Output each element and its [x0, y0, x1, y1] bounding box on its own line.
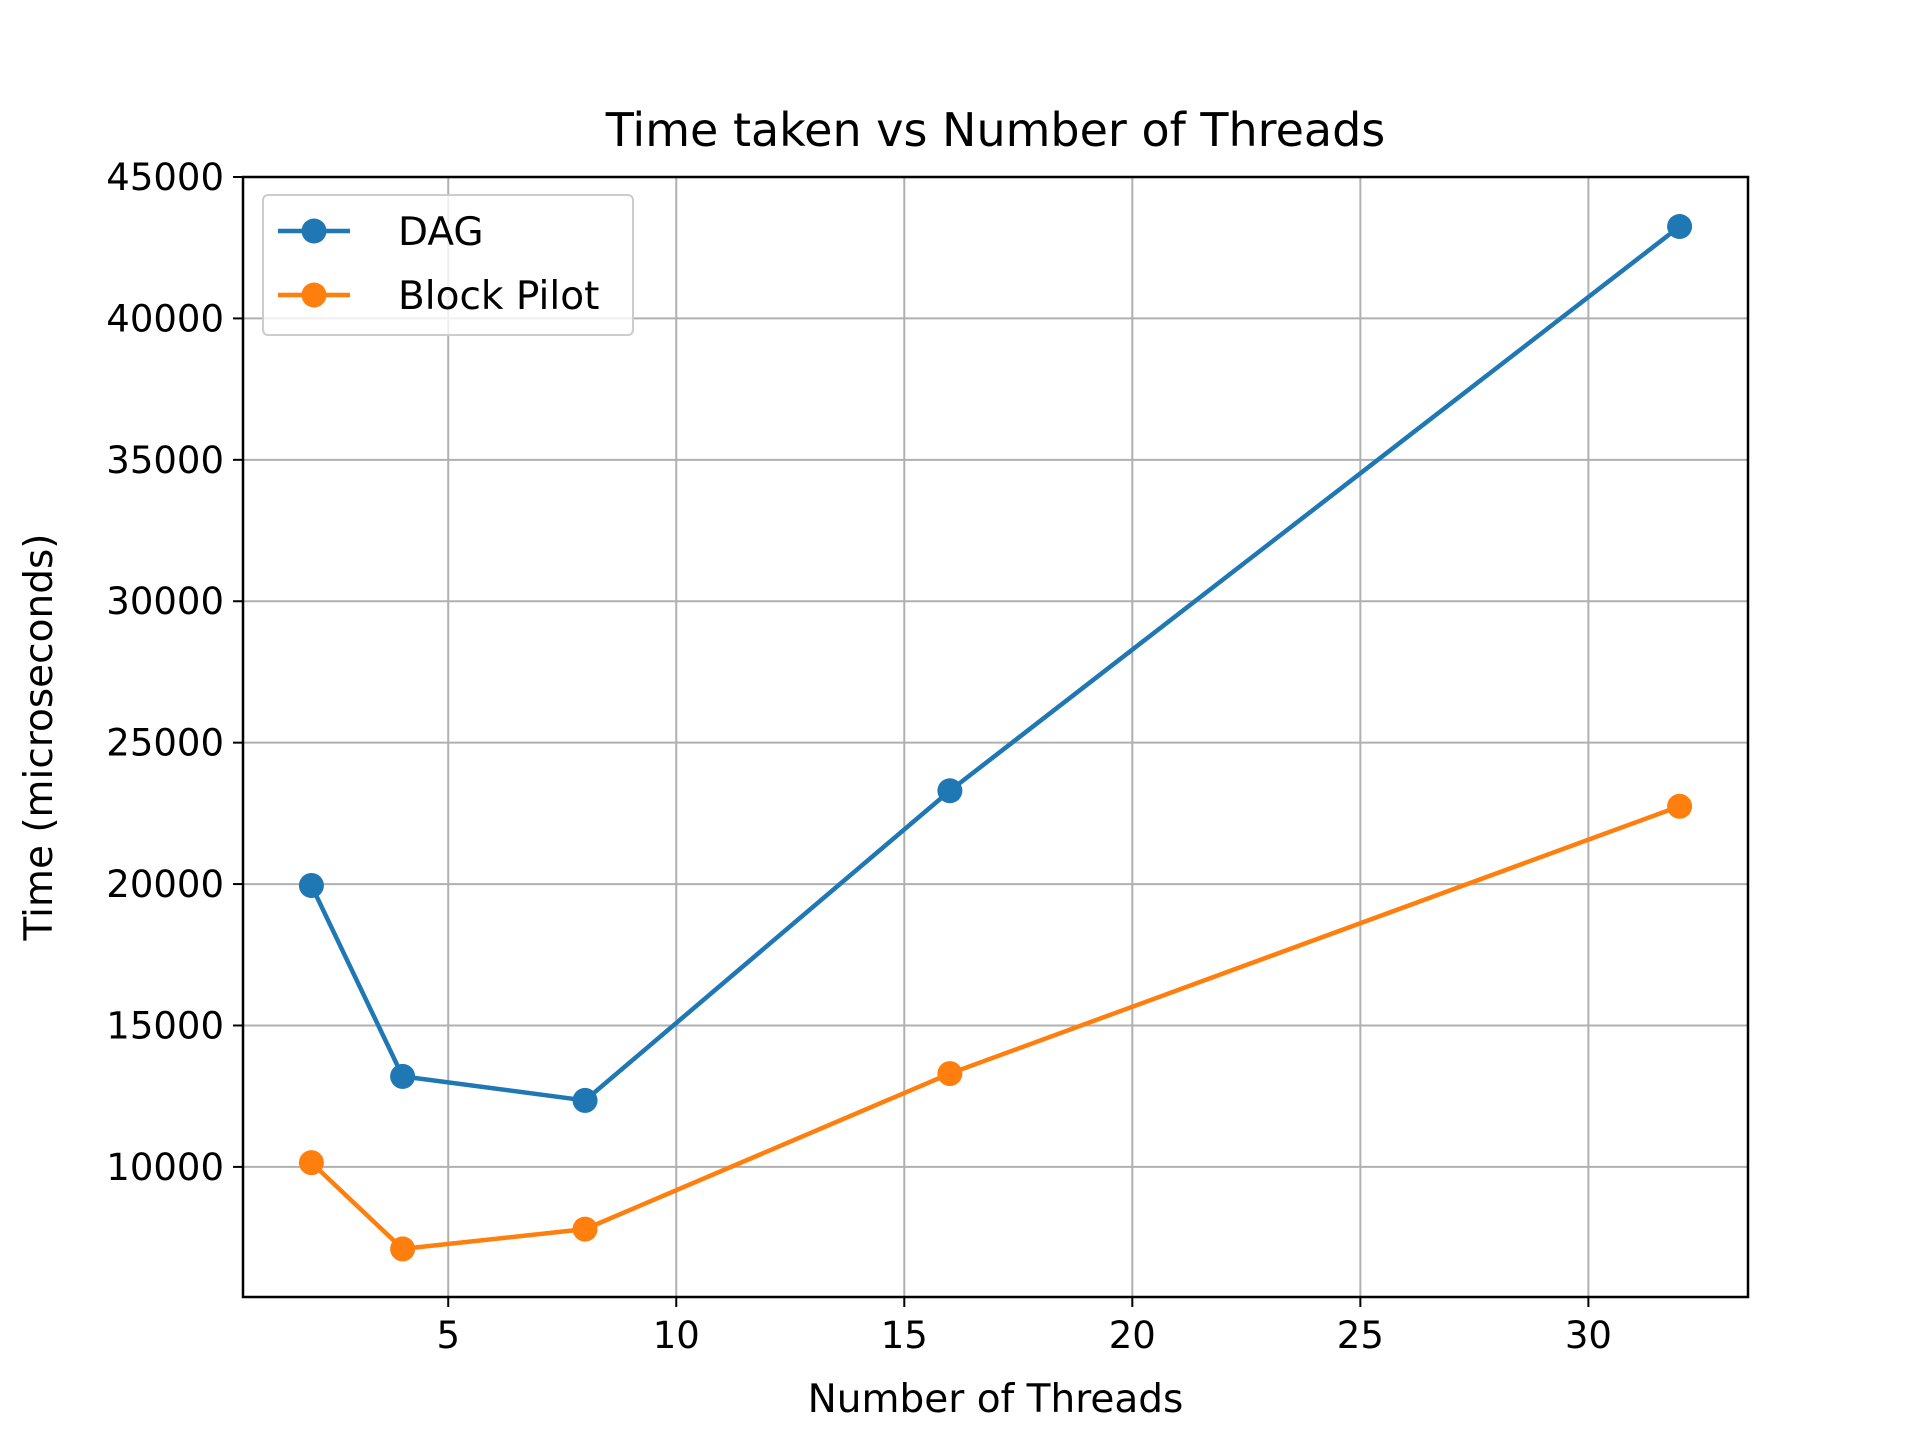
data-point [390, 1236, 416, 1262]
series-dag [298, 213, 1693, 1113]
y-tick-label: 20000 [106, 863, 224, 906]
y-tick-label: 40000 [106, 297, 224, 340]
y-tick-label: 10000 [106, 1146, 224, 1189]
x-tick-label: 30 [1565, 1314, 1612, 1357]
x-tick-label: 5 [436, 1314, 460, 1357]
y-axis-label: Time (microseconds) [17, 534, 62, 942]
legend-box [262, 194, 634, 336]
data-point [937, 1061, 963, 1087]
x-tick-label: 10 [653, 1314, 700, 1357]
y-tick-label: 35000 [106, 439, 224, 482]
chart-title: Time taken vs Number of Threads [605, 103, 1385, 157]
legend: DAG Block Pilot [262, 194, 634, 336]
series-block-pilot [298, 793, 1693, 1262]
legend-label: DAG [398, 210, 484, 255]
x-tick-label: 20 [1109, 1314, 1156, 1357]
data-point [572, 1216, 598, 1242]
legend-item: Block Pilot [278, 274, 599, 319]
y-tick-label: 45000 [106, 156, 224, 199]
data-point [1667, 213, 1693, 239]
y-tick-label: 15000 [106, 1004, 224, 1047]
legend-item: DAG [278, 210, 484, 255]
legend-marker [301, 282, 327, 308]
data-point [390, 1063, 416, 1089]
data-point [937, 778, 963, 804]
data-point [298, 1150, 324, 1176]
data-point [298, 872, 324, 898]
data-point [1667, 793, 1693, 819]
ticks: 5 10 15 20 25 30 10000 15000 20000 25000 30000 3500… [106, 156, 1612, 1357]
x-axis-label: Number of Threads [808, 1377, 1184, 1422]
y-tick-label: 30000 [106, 580, 224, 623]
series-layer [298, 213, 1693, 1262]
legend-label: Block Pilot [398, 274, 599, 319]
y-tick-label: 25000 [106, 722, 224, 765]
x-tick-label: 15 [881, 1314, 928, 1357]
legend-marker [301, 218, 327, 244]
x-tick-label: 25 [1337, 1314, 1384, 1357]
data-point [572, 1087, 598, 1113]
plot-frame [241, 175, 1750, 1299]
